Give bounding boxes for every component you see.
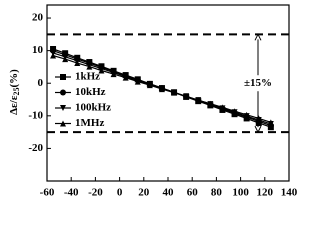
y-tick-label: -20 <box>28 142 43 154</box>
x-tick-label: 20 <box>138 187 150 199</box>
marker <box>158 86 165 93</box>
annotation-box <box>236 75 280 92</box>
x-tick-label: -20 <box>88 187 103 199</box>
x-tick-label: -40 <box>64 187 79 199</box>
y-tick-label: 10 <box>32 44 44 56</box>
marker <box>171 89 178 96</box>
y-tick-label: 0 <box>38 77 44 89</box>
marker <box>60 74 66 80</box>
y-tick-label: -10 <box>28 109 43 121</box>
marker <box>255 115 262 122</box>
marker <box>60 89 66 96</box>
x-tick-label: 140 <box>281 187 298 199</box>
marker <box>110 71 117 78</box>
marker <box>60 120 66 127</box>
marker <box>195 97 202 104</box>
x-tick-label: 100 <box>232 187 249 199</box>
marker <box>98 67 105 74</box>
legend-label: 100kHz <box>75 102 111 114</box>
legend-label: 1MHz <box>75 117 104 129</box>
annotation: ±15% <box>244 77 272 89</box>
marker <box>122 74 129 81</box>
marker <box>243 111 250 118</box>
marker <box>219 104 226 111</box>
y-tick-label: 20 <box>32 12 44 24</box>
y-label-sub: 25 <box>12 87 21 95</box>
x-tick-label: 40 <box>163 187 175 199</box>
marker <box>86 63 93 70</box>
marker <box>50 52 57 59</box>
x-tick-label: 120 <box>257 187 274 199</box>
marker <box>183 93 190 100</box>
marker <box>146 82 153 89</box>
marker <box>60 105 66 111</box>
legend-label: 1kHz <box>75 71 100 83</box>
legend-label: 10kHz <box>75 86 106 98</box>
marker <box>207 100 214 107</box>
x-tick-label: 80 <box>211 187 223 199</box>
marker <box>62 56 69 63</box>
y-label-main: Δε/ε <box>8 95 20 115</box>
marker <box>231 108 238 115</box>
chart: Δε/ε25(%) -60 -40 -20 0 20 40 60 80 100 120 140-20… <box>8 4 298 199</box>
x-tick-label: -60 <box>40 187 55 199</box>
y-axis-label: Δε/ε25(%) <box>8 69 21 115</box>
marker <box>134 78 141 85</box>
marker <box>267 119 274 126</box>
x-tick-label: 0 <box>117 187 123 199</box>
x-tick-label: 60 <box>187 187 199 199</box>
marker <box>74 60 81 67</box>
arrow-head <box>254 33 262 41</box>
arrow-head <box>254 125 262 134</box>
y-label-end: (%) <box>8 69 20 88</box>
